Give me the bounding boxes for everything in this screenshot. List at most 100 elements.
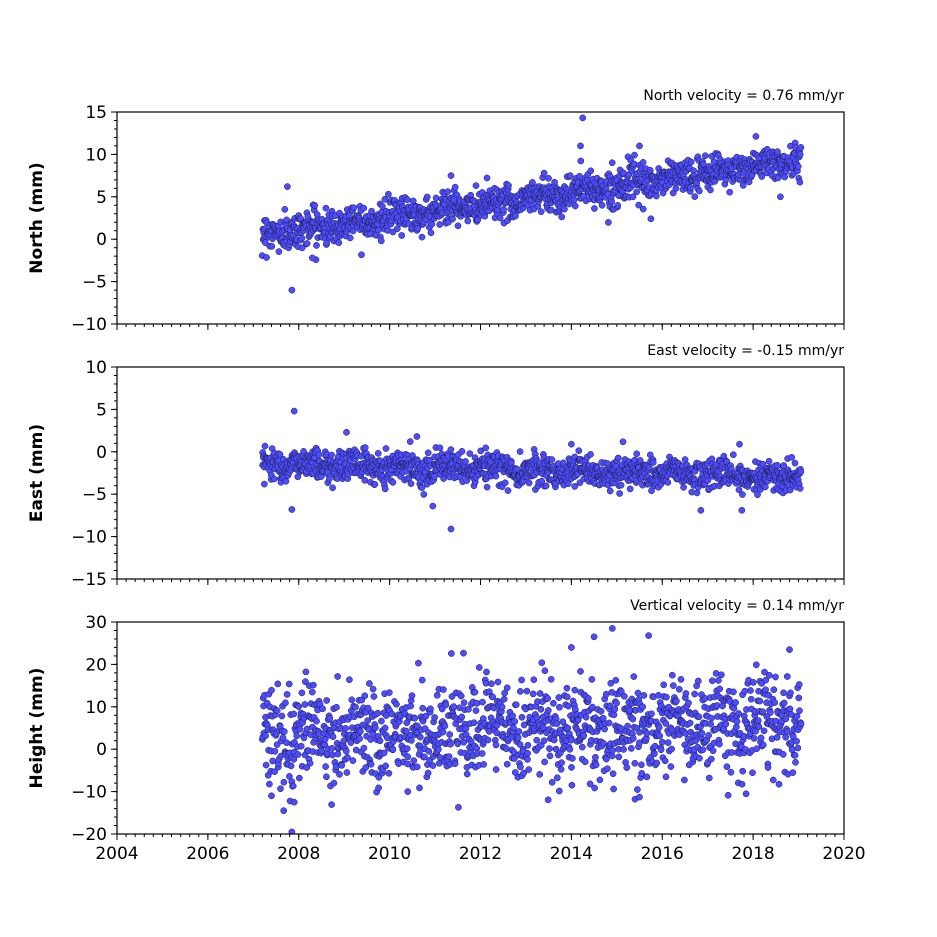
data-point <box>533 736 541 744</box>
x-tick-label: 2008 <box>277 844 320 864</box>
data-point <box>609 770 617 778</box>
data-point <box>492 741 500 749</box>
outlier-point <box>447 525 455 533</box>
data-point <box>604 765 611 773</box>
data-point <box>446 731 454 738</box>
data-point <box>701 152 709 160</box>
x-tick-label: 2020 <box>822 844 865 864</box>
data-point <box>263 254 270 261</box>
data-point <box>568 764 575 771</box>
data-point <box>784 728 791 735</box>
data-point <box>472 182 480 189</box>
y-tick-label: −10 <box>71 783 107 803</box>
data-point <box>667 763 675 770</box>
data-point <box>571 686 579 694</box>
panel-2: −15 −10 −5 0 5 10 East velocity = -0.15 mm/yr E… <box>27 343 845 590</box>
data-point <box>681 776 688 784</box>
data-point <box>367 760 375 768</box>
data-point <box>516 448 524 455</box>
data-point <box>555 787 563 795</box>
data-point <box>587 451 594 458</box>
data-point <box>614 202 622 209</box>
data-point <box>501 479 509 487</box>
data-point <box>407 480 415 487</box>
data-point <box>406 438 414 445</box>
data-point <box>477 447 485 455</box>
data-point <box>422 712 430 720</box>
data-point <box>504 487 512 494</box>
data-point <box>385 769 393 777</box>
data-point <box>431 473 438 480</box>
data-point <box>273 741 281 748</box>
data-point <box>561 205 568 213</box>
y-tick-label: 20 <box>85 655 107 675</box>
data-point <box>423 193 431 201</box>
data-point <box>687 158 695 166</box>
data-point <box>414 225 422 233</box>
data-point <box>328 451 335 459</box>
data-point <box>619 438 627 446</box>
data-point <box>753 745 761 753</box>
data-point <box>672 185 680 192</box>
data-point <box>338 762 346 769</box>
data-point <box>620 746 627 753</box>
outlier-point <box>288 506 296 513</box>
data-point <box>716 740 723 748</box>
data-point <box>735 486 743 494</box>
y-tick-label: 30 <box>85 613 107 633</box>
data-point <box>330 779 338 787</box>
data-point <box>591 205 598 212</box>
outlier-point <box>540 169 548 177</box>
data-point <box>262 761 270 769</box>
data-point <box>782 733 790 741</box>
outlier-point <box>288 286 296 294</box>
data-point <box>773 734 781 741</box>
data-point <box>375 784 382 792</box>
data-point <box>758 173 766 180</box>
data-point <box>274 680 282 688</box>
data-point <box>606 702 614 710</box>
data-point <box>568 781 576 789</box>
data-point <box>739 491 746 498</box>
data-point <box>460 738 468 746</box>
data-point <box>418 484 426 491</box>
outlier-point <box>636 793 643 801</box>
data-point <box>707 186 714 194</box>
outlier-point <box>636 142 643 150</box>
data-point <box>646 464 653 472</box>
outlier-point <box>590 633 598 641</box>
data-point <box>433 691 441 699</box>
data-point <box>516 741 524 748</box>
data-point <box>646 166 654 174</box>
data-point <box>301 701 309 708</box>
x-tick-label: 2010 <box>368 844 411 864</box>
data-point <box>567 736 575 744</box>
data-point <box>761 483 769 491</box>
data-point <box>772 673 779 681</box>
y-tick-label: 0 <box>96 740 107 760</box>
data-point <box>640 692 648 699</box>
data-point <box>718 671 725 679</box>
outlier-point <box>343 428 350 436</box>
data-point <box>470 719 478 727</box>
x-tick-label: 2004 <box>95 844 138 864</box>
data-point <box>669 682 677 689</box>
data-point <box>552 745 560 753</box>
data-point <box>445 753 453 760</box>
data-point <box>538 477 546 485</box>
data-point <box>742 790 750 798</box>
y-tick-label: 15 <box>85 103 107 123</box>
data-point <box>550 699 557 707</box>
data-point <box>382 445 390 452</box>
data-point <box>342 747 350 755</box>
data-point <box>643 773 651 781</box>
data-point <box>795 681 803 688</box>
data-point <box>313 211 321 218</box>
data-point <box>444 188 452 196</box>
data-point <box>564 724 572 732</box>
data-point <box>722 720 730 728</box>
outlier-point <box>608 625 616 632</box>
data-point <box>796 178 804 186</box>
data-point <box>451 183 459 191</box>
outlier-point <box>568 644 575 651</box>
